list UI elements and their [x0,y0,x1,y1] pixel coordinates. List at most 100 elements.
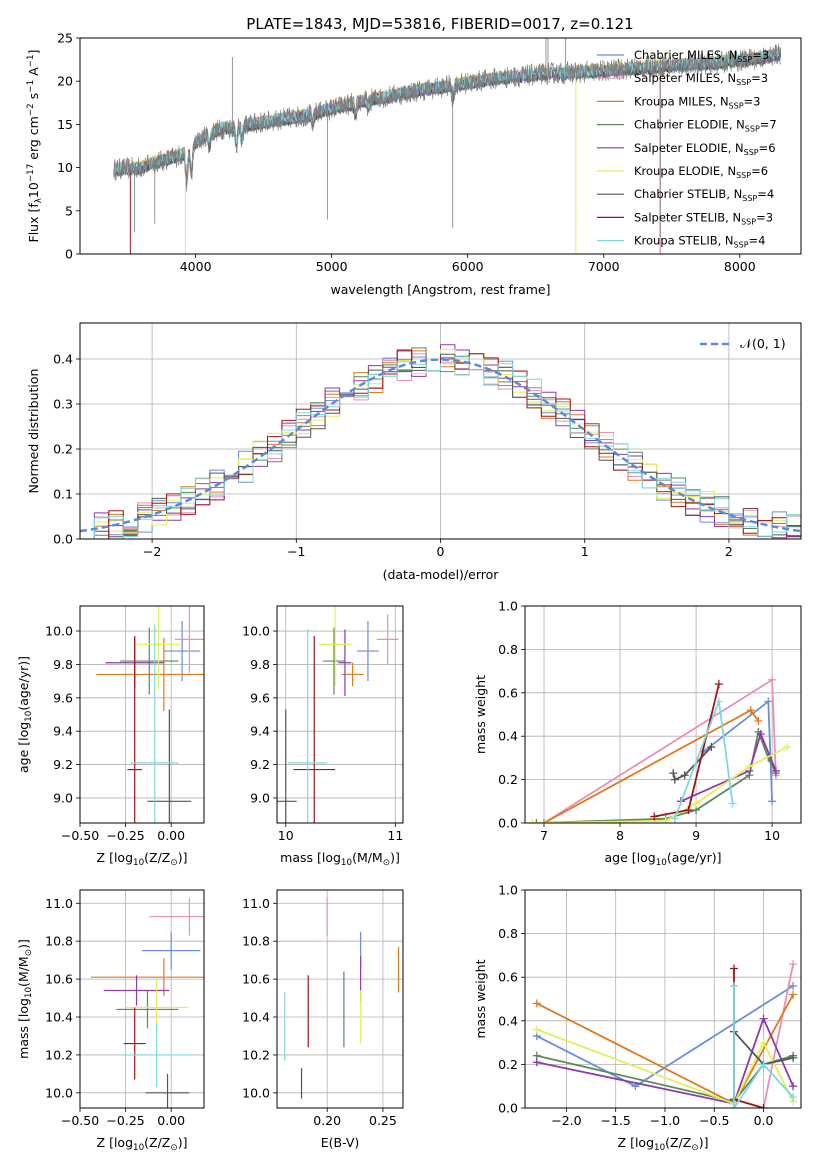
y-tick-label: 10.4 [45,1010,73,1025]
legend-entry: Kroupa STELIB, NSSP=4 [634,234,765,250]
legend-sub: SSP [742,194,757,203]
mass-weight-line [543,709,760,823]
y-tick-label: 10 [57,160,73,175]
x-axis-label-part: )] [178,1135,188,1150]
y-axis-label-part: Flux [f [26,203,41,243]
y-axis-label-part: −17 [26,164,36,182]
x-tick-label: 8 [616,828,624,843]
mass-weight-marker [684,805,693,814]
axes-frame: −0.50 −0.25 0.00 9.0 9.2 9.4 9.6 9.8 10.0 [45,624,185,843]
x-axis-label-part: )] [178,850,188,865]
y-tick-label: 9.0 [53,790,73,805]
y-tick-label: 10.6 [45,972,73,987]
mass-weight-marker [768,675,777,684]
legend-sub: SSP [736,78,751,87]
y-tick-label: 10.6 [242,972,270,987]
legend-label: Salpeter ELODIE, N [634,141,744,155]
legend-sub: SSP [741,217,756,226]
axes-frame: −2 −1 0 1 2 0.0 0.1 0.2 0.3 0.4 [53,352,733,560]
legend-label: Salpeter MILES, N [634,71,736,85]
plot-area [532,960,798,1108]
y-axis-label-part: erg cm [26,116,41,164]
x-tick-label: 7000 [588,259,620,274]
mass-weight-line [536,1016,794,1105]
y-tick-label: 10.8 [242,934,270,949]
legend-tail: =4 [749,234,766,248]
mass-weight-marker [729,1104,738,1108]
y-tick-label: 0.0 [498,816,518,831]
residuals-panel: −2 −1 0 1 2 0.0 0.1 0.2 0.3 0.4 (data-model)/error… [26,322,802,582]
x-tick-label: 0.20 [313,1113,341,1128]
y-tick-label: 10.0 [242,1085,270,1100]
mass-weight-marker [714,680,723,689]
x-tick-label: 1 [581,544,589,559]
y-tick-label: 15 [57,117,73,132]
y-tick-label: 0.6 [498,970,518,985]
x-axis-label: Z [log10(Z/Z⊙)] [97,850,188,868]
legend-entry: Salpeter STELIB, NSSP=3 [634,210,773,226]
x-tick-label: 2 [725,544,733,559]
massweight-vs-metallicity-panel: −2.0 −1.5 −1.0 −0.5 0.0 0.0 0.2 0.4 0.6 0.8 1.0 Z [… [473,883,802,1153]
y-axis-label-part: )] [16,939,31,949]
y-tick-label: 10.4 [242,1010,270,1025]
y-axis-label-part: ] [26,50,41,55]
y-tick-label: 9.2 [250,757,270,772]
legend-label: Kroupa ELODIE, N [634,164,736,178]
mass-weight-marker [729,981,738,990]
y-tick-label: 20 [57,74,73,89]
x-axis-label-part: 10 [654,1143,665,1153]
axes-border [524,605,802,824]
residual-histogram [80,350,801,539]
x-tick-label: −0.50 [61,828,99,843]
mass-weight-line [672,746,712,781]
plot-area [113,38,781,254]
y-axis-label: mass weight [473,959,488,1038]
y-axis-label-part: −1 [26,80,36,93]
y-tick-label: 0.4 [53,352,73,367]
y-tick-label: 0.1 [53,487,73,502]
x-tick-label: 10 [278,828,294,843]
legend-label: Chabrier ELODIE, N [634,118,745,132]
y-tick-label: 25 [57,31,73,46]
y-tick-label: 10.0 [45,624,73,639]
y-tick-label: 9.6 [53,690,73,705]
x-tick-label: 0.0 [754,1113,774,1128]
legend-entry: Salpeter ELODIE, NSSP=6 [634,141,776,157]
legend-entry: Salpeter MILES, NSSP=3 [634,71,768,87]
y-tick-label: 11.0 [45,896,73,911]
x-axis-label-part: 10 [133,858,144,868]
y-axis-label-part: ⊙ [24,949,34,956]
y-tick-label: 9.4 [250,724,270,739]
mass-weight-marker [528,819,537,823]
mass-weight-marker [759,1038,768,1047]
y-tick-label: 10.2 [45,1047,73,1062]
plot-area [528,675,792,823]
mass-weight-marker [759,1060,768,1069]
mass-weight-marker [759,1014,768,1023]
x-tick-label: 0.00 [157,828,185,843]
x-axis-label-part: Z [log [97,1135,133,1150]
y-axis-label: Flux [fλ10−17 erg cm−2 s−1 A−1] [26,50,44,243]
x-axis-label-part: Z [log [618,1135,654,1150]
y-tick-label: 0.2 [53,442,73,457]
y-axis-label: mass weight [473,675,488,754]
axes-border [79,322,802,540]
mass-weight-marker [661,816,670,823]
y-tick-label: 11.0 [242,896,270,911]
x-axis-label-part: 10 [341,858,352,868]
mass-weight-marker [789,1082,798,1091]
x-axis-label-part: (age/yr)] [667,850,722,865]
y-axis-label: mass [log10(M/M⊙)] [16,939,34,1059]
mass-weight-marker [759,1104,768,1108]
y-axis-label-part: λ [34,198,44,203]
y-tick-label: 9.4 [53,724,73,739]
axes-border [79,605,205,824]
mass-weight-marker [714,697,723,706]
y-tick-label: 9.0 [250,790,270,805]
legend-label: Chabrier STELIB, N [634,187,742,201]
mass-weight-marker [729,964,738,973]
mass-weight-marker [746,706,755,715]
mass-weight-line [733,985,794,1108]
legend-sub: SSP [734,241,749,250]
